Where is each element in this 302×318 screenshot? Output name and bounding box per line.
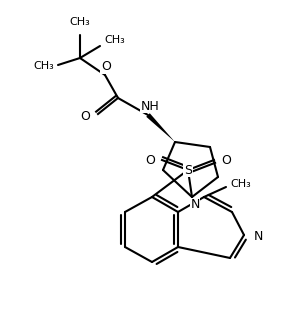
Text: N: N bbox=[254, 230, 263, 243]
Text: N: N bbox=[190, 198, 200, 211]
Text: O: O bbox=[80, 109, 90, 122]
Text: CH₃: CH₃ bbox=[70, 17, 90, 27]
Text: CH₃: CH₃ bbox=[104, 35, 125, 45]
Text: O: O bbox=[101, 60, 111, 73]
Text: NH: NH bbox=[141, 100, 159, 113]
Text: O: O bbox=[221, 154, 231, 167]
Text: CH₃: CH₃ bbox=[230, 179, 251, 189]
Polygon shape bbox=[146, 113, 175, 142]
Text: CH₃: CH₃ bbox=[33, 61, 54, 71]
Text: S: S bbox=[184, 163, 192, 176]
Text: O: O bbox=[145, 154, 155, 167]
